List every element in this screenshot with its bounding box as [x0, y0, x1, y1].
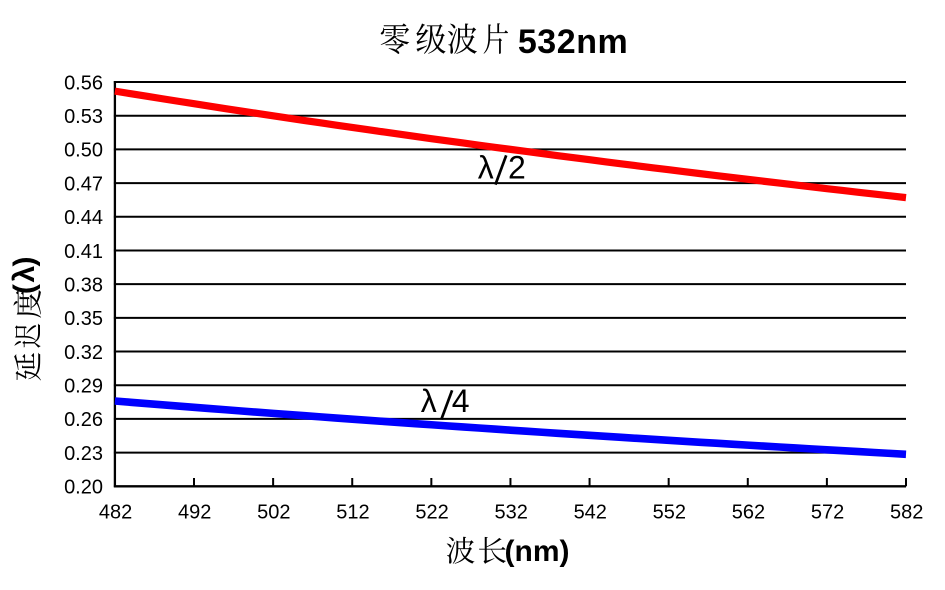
svg-text:482: 482 — [99, 501, 132, 523]
svg-text:0.32: 0.32 — [64, 342, 103, 364]
svg-text:0.47: 0.47 — [64, 173, 103, 195]
svg-text:(nm): (nm) — [505, 535, 570, 568]
svg-text:572: 572 — [811, 501, 844, 523]
svg-text:0.29: 0.29 — [64, 376, 103, 398]
svg-text:2: 2 — [508, 150, 526, 186]
svg-text:0.44: 0.44 — [64, 207, 103, 229]
svg-text:542: 542 — [574, 501, 607, 523]
svg-text:0.41: 0.41 — [64, 241, 103, 263]
svg-text:0.50: 0.50 — [64, 140, 103, 162]
svg-text:0.23: 0.23 — [64, 443, 103, 465]
svg-text:λ: λ — [8, 266, 41, 283]
svg-text:0.26: 0.26 — [64, 409, 103, 431]
svg-text:502: 502 — [257, 501, 290, 523]
svg-text:532: 532 — [494, 501, 527, 523]
svg-text:0.38: 0.38 — [64, 274, 103, 296]
svg-text:λ: λ — [478, 150, 494, 186]
svg-text:562: 562 — [732, 501, 765, 523]
svg-text:532nm: 532nm — [518, 23, 628, 61]
svg-text:522: 522 — [415, 501, 448, 523]
svg-text:0.56: 0.56 — [64, 72, 103, 94]
svg-text:0.53: 0.53 — [64, 106, 103, 128]
svg-text:4: 4 — [452, 383, 470, 419]
svg-text:552: 552 — [653, 501, 686, 523]
svg-text:λ: λ — [421, 383, 437, 419]
svg-text:0.35: 0.35 — [64, 308, 103, 330]
svg-text:(: ( — [8, 284, 41, 294]
svg-text:492: 492 — [178, 501, 211, 523]
svg-text:): ) — [8, 257, 41, 267]
svg-text:0.20: 0.20 — [64, 477, 103, 499]
svg-text:582: 582 — [890, 501, 923, 523]
svg-text:512: 512 — [336, 501, 369, 523]
